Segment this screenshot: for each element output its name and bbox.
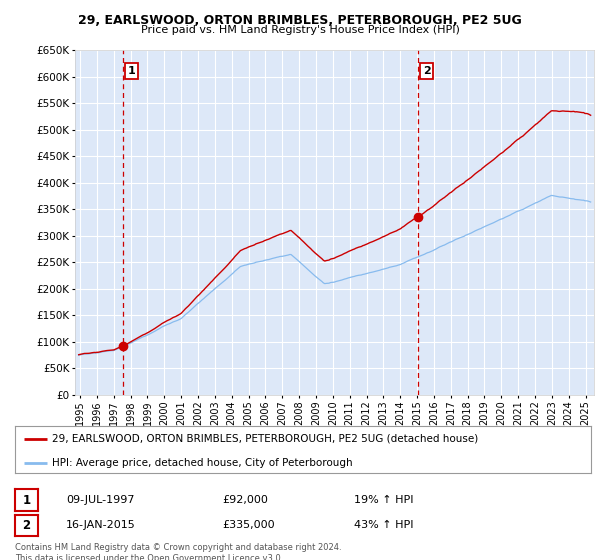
Text: 19% ↑ HPI: 19% ↑ HPI [354,494,413,505]
Text: £335,000: £335,000 [222,520,275,530]
Text: £92,000: £92,000 [222,494,268,505]
Text: 16-JAN-2015: 16-JAN-2015 [66,520,136,530]
Text: 1: 1 [128,66,136,76]
Text: 29, EARLSWOOD, ORTON BRIMBLES, PETERBOROUGH, PE2 5UG (detached house): 29, EARLSWOOD, ORTON BRIMBLES, PETERBORO… [52,434,479,444]
Text: HPI: Average price, detached house, City of Peterborough: HPI: Average price, detached house, City… [52,458,353,468]
Text: Price paid vs. HM Land Registry's House Price Index (HPI): Price paid vs. HM Land Registry's House … [140,25,460,35]
Text: 29, EARLSWOOD, ORTON BRIMBLES, PETERBOROUGH, PE2 5UG: 29, EARLSWOOD, ORTON BRIMBLES, PETERBORO… [78,14,522,27]
Text: Contains HM Land Registry data © Crown copyright and database right 2024.
This d: Contains HM Land Registry data © Crown c… [15,543,341,560]
Text: 1: 1 [22,493,31,507]
Text: 2: 2 [22,519,31,532]
Text: 43% ↑ HPI: 43% ↑ HPI [354,520,413,530]
Text: 2: 2 [423,66,431,76]
Text: 09-JUL-1997: 09-JUL-1997 [66,494,134,505]
